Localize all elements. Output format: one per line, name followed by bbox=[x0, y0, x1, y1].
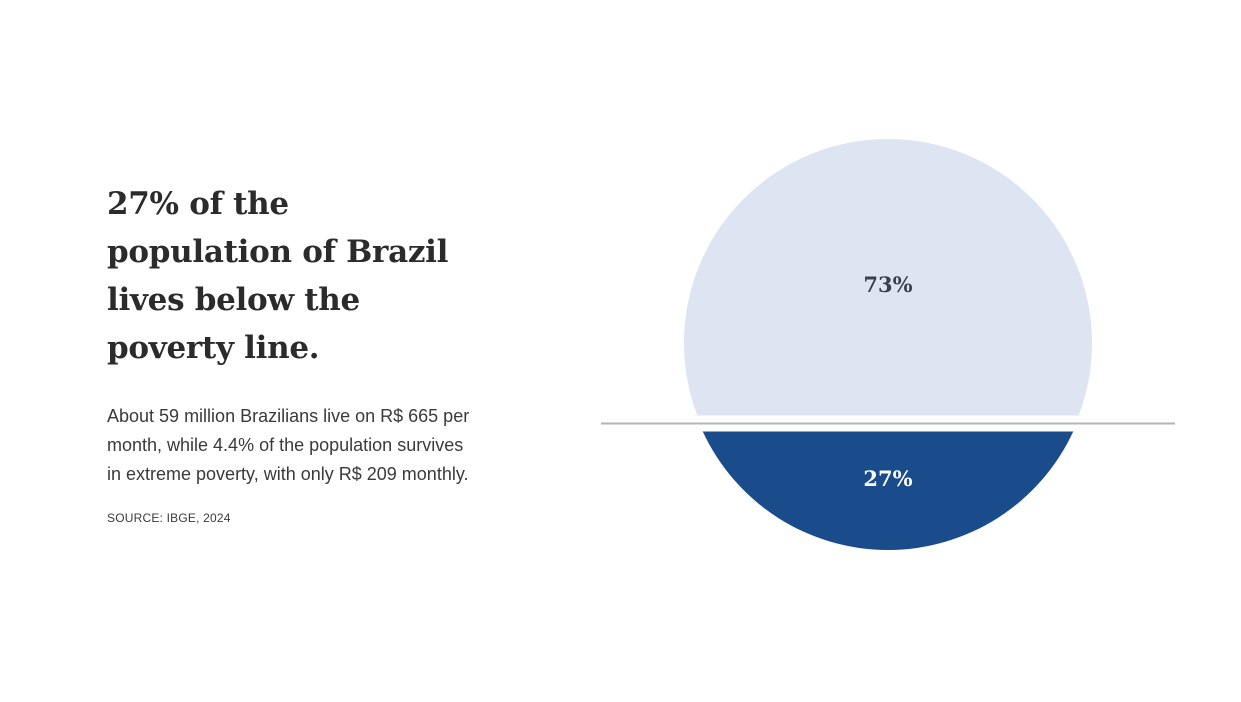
text-panel: 27% of the population of Brazil lives be… bbox=[107, 180, 527, 525]
pie-label-minority: 27% bbox=[863, 466, 912, 491]
pie-slice-majority bbox=[684, 139, 1092, 416]
body-text: About 59 million Brazilians live on R$ 6… bbox=[107, 406, 470, 484]
pie-label-majority: 73% bbox=[863, 272, 912, 297]
headline: 27% of the population of Brazil lives be… bbox=[107, 186, 449, 366]
source-note: SOURCE: IBGE, 2024 bbox=[107, 511, 231, 525]
pie-slice-minority bbox=[702, 431, 1074, 550]
